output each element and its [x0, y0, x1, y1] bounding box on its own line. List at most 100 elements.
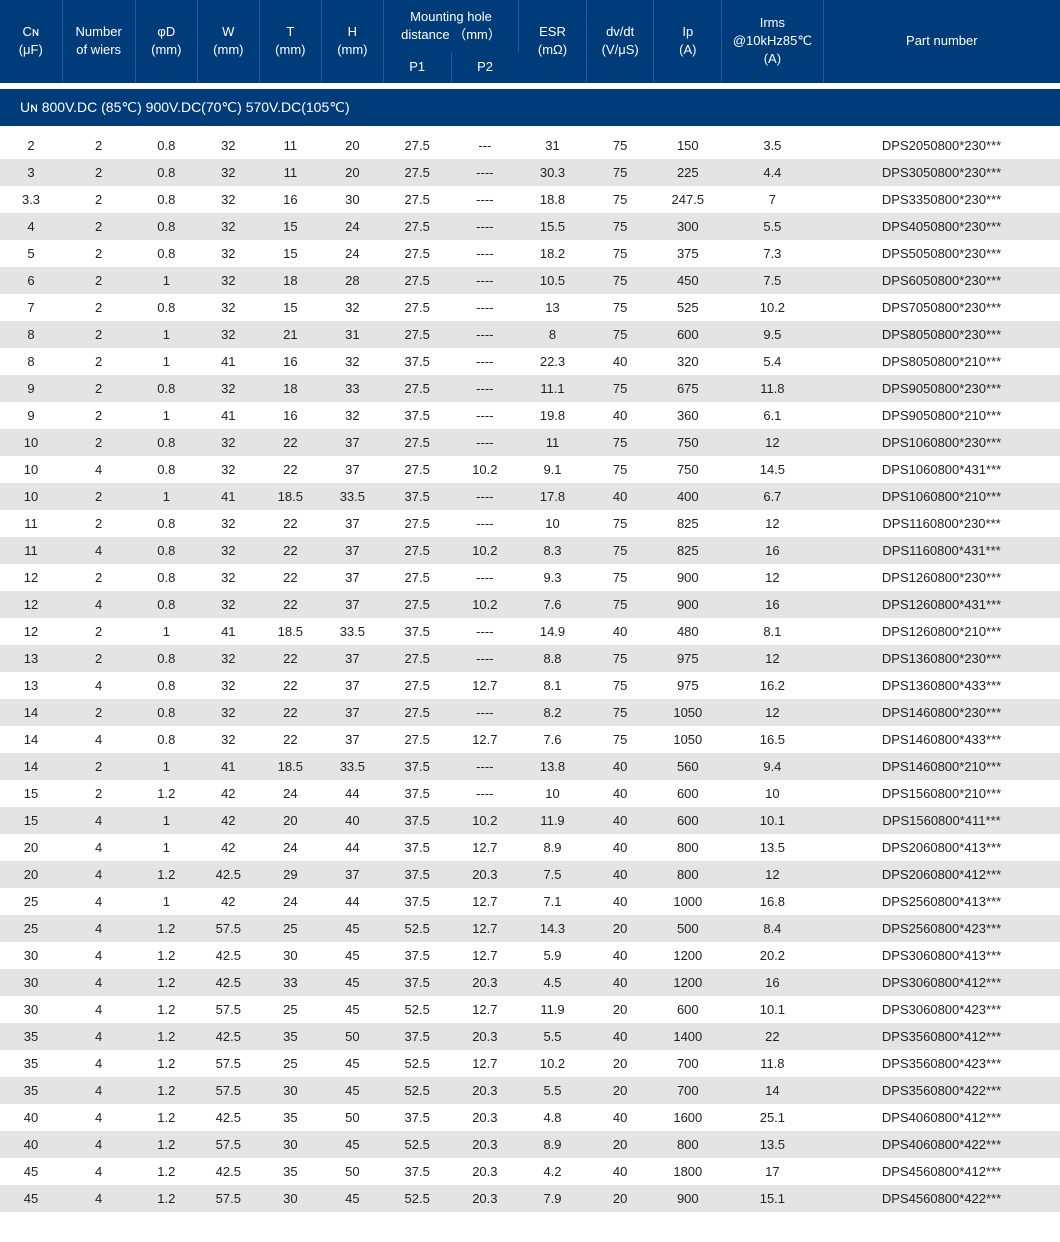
table-cell: 0.8 [135, 591, 197, 618]
table-cell: 32 [197, 537, 259, 564]
table-cell: 9 [0, 375, 62, 402]
table-cell: 4 [62, 1077, 135, 1104]
table-cell: 1.2 [135, 1077, 197, 1104]
table-row: 3.320.832163027.5----18.875247.57DPS3350… [0, 186, 1060, 213]
table-cell: 33 [259, 969, 321, 996]
table-cell: 4 [62, 942, 135, 969]
table-cell: 75 [586, 132, 654, 159]
table-row: 14214118.533.537.5----13.8405609.4DPS146… [0, 753, 1060, 780]
table-cell: 12 [722, 699, 823, 726]
table-row: 920.832183327.5----11.17567511.8DPS90508… [0, 375, 1060, 402]
table-cell: 11.8 [722, 375, 823, 402]
table-row: 2041.242.5293737.520.37.54080012DPS20608… [0, 861, 1060, 888]
table-cell: DPS1260800*210*** [823, 618, 1060, 645]
table-cell: 20.3 [451, 969, 519, 996]
col-w: W(mm) [197, 0, 259, 83]
table-cell: ---- [451, 294, 519, 321]
table-cell: 75 [586, 159, 654, 186]
table-cell: 10 [519, 510, 587, 537]
table-row: 3541.257.5304552.520.35.52070014DPS35608… [0, 1077, 1060, 1104]
table-cell: DPS2560800*413*** [823, 888, 1060, 915]
table-cell: 20 [586, 1050, 654, 1077]
table-cell: DPS3560800*423*** [823, 1050, 1060, 1077]
table-cell: 42 [197, 780, 259, 807]
table-cell: 20 [259, 807, 321, 834]
table-cell: 30 [259, 942, 321, 969]
table-cell: 0.8 [135, 537, 197, 564]
table-cell: DPS3060800*423*** [823, 996, 1060, 1023]
table-cell: 11.9 [519, 996, 587, 1023]
table-cell: 7.6 [519, 726, 587, 753]
table-cell: 30 [259, 1185, 321, 1212]
table-cell: 4 [62, 861, 135, 888]
table-row: 12214118.533.537.5----14.9404808.1DPS126… [0, 618, 1060, 645]
table-cell: 600 [654, 807, 722, 834]
table-cell: 0.8 [135, 456, 197, 483]
table-cell: 8 [0, 321, 62, 348]
table-cell: 0.8 [135, 186, 197, 213]
table-cell: 1050 [654, 726, 722, 753]
table-cell: 11 [0, 537, 62, 564]
table-cell: 10.2 [451, 456, 519, 483]
table-cell: 27.5 [383, 564, 451, 591]
table-cell: 10 [519, 780, 587, 807]
table-cell: 27.5 [383, 294, 451, 321]
table-cell: 20.3 [451, 1077, 519, 1104]
table-cell: 18.2 [519, 240, 587, 267]
table-cell: 37.5 [383, 402, 451, 429]
table-cell: 480 [654, 618, 722, 645]
table-cell: 2 [62, 564, 135, 591]
table-cell: 10.1 [722, 807, 823, 834]
table-cell: 27.5 [383, 321, 451, 348]
table-cell: 27.5 [383, 699, 451, 726]
table-cell: 37.5 [383, 753, 451, 780]
table-cell: 2 [62, 132, 135, 159]
table-row: 1320.832223727.5----8.87597512DPS1360800… [0, 645, 1060, 672]
table-cell: 27.5 [383, 186, 451, 213]
table-cell: 32 [197, 213, 259, 240]
table-cell: 1 [135, 753, 197, 780]
table-cell: 7.6 [519, 591, 587, 618]
table-cell: 1.2 [135, 1050, 197, 1077]
table-cell: 1.2 [135, 969, 197, 996]
table-cell: 32 [197, 375, 259, 402]
table-cell: DPS3350800*230*** [823, 186, 1060, 213]
table-cell: 27.5 [383, 726, 451, 753]
table-row: 1140.832223727.510.28.37582516DPS1160800… [0, 537, 1060, 564]
table-cell: ---- [451, 618, 519, 645]
table-cell: 4 [62, 591, 135, 618]
table-cell: 14 [0, 726, 62, 753]
table-cell: 33.5 [321, 618, 383, 645]
table-cell: 700 [654, 1077, 722, 1104]
table-cell: 27.5 [383, 159, 451, 186]
table-cell: 45 [0, 1185, 62, 1212]
table-cell: 10.2 [451, 591, 519, 618]
table-cell: ---- [451, 483, 519, 510]
table-cell: 25 [0, 915, 62, 942]
table-cell: 22 [259, 510, 321, 537]
table-row: 1120.832223727.5----107582512DPS1160800*… [0, 510, 1060, 537]
col-mount: Mounting holedistance （mm） [383, 0, 518, 52]
table-cell: 1 [135, 402, 197, 429]
table-cell: 40 [586, 348, 654, 375]
table-cell: 40 [321, 807, 383, 834]
table-cell: 2 [62, 186, 135, 213]
table-cell: 12 [722, 564, 823, 591]
table-cell: 75 [586, 699, 654, 726]
table-cell: 900 [654, 564, 722, 591]
table-cell: ---- [451, 348, 519, 375]
table-cell: 5.5 [519, 1023, 587, 1050]
table-cell: 35 [259, 1158, 321, 1185]
table-cell: 1.2 [135, 942, 197, 969]
table-cell: 10 [0, 456, 62, 483]
table-cell: DPS4060800*412*** [823, 1104, 1060, 1131]
table-cell: 20.3 [451, 1023, 519, 1050]
table-cell: 18.5 [259, 753, 321, 780]
table-cell: 42.5 [197, 942, 259, 969]
table-cell: ---- [451, 699, 519, 726]
table-cell: 37 [321, 672, 383, 699]
table-cell: 8 [519, 321, 587, 348]
table-row: 4041.257.5304552.520.38.92080013.5DPS406… [0, 1131, 1060, 1158]
table-cell: 8.8 [519, 645, 587, 672]
table-cell: 32 [321, 402, 383, 429]
